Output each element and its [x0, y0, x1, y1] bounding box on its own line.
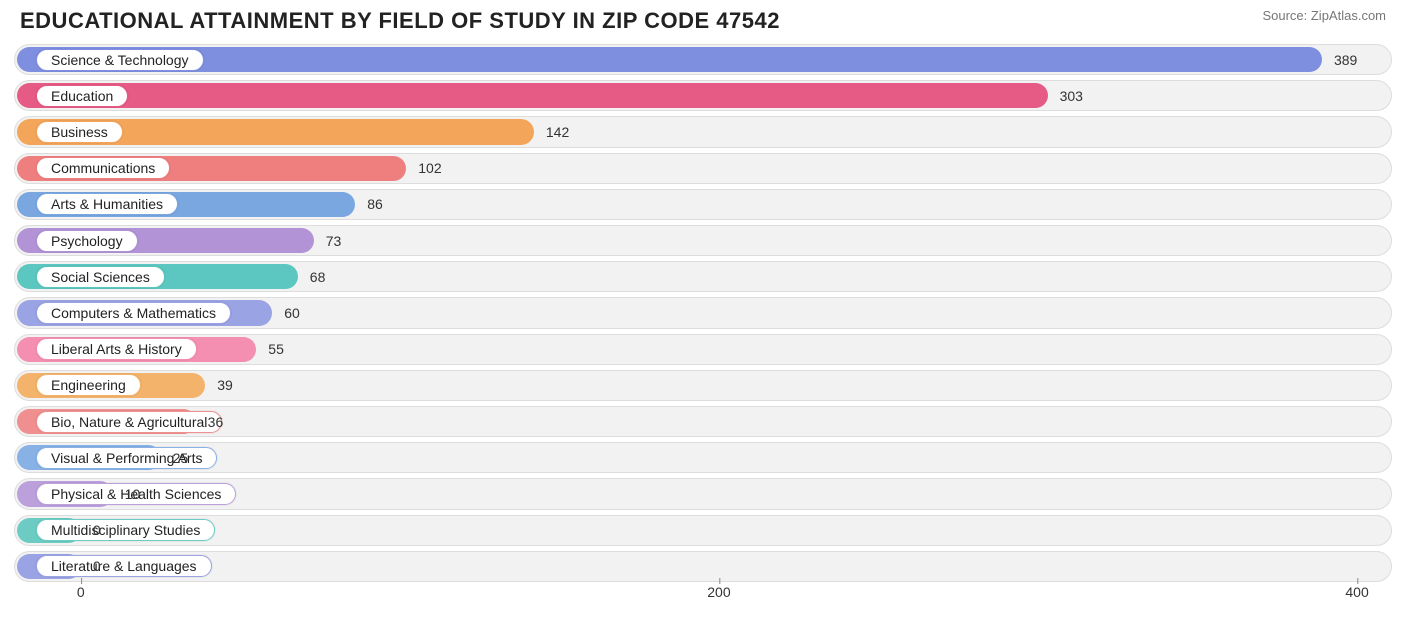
bar-label: Bio, Nature & Agricultural: [36, 411, 222, 433]
chart-title: EDUCATIONAL ATTAINMENT BY FIELD OF STUDY…: [20, 8, 780, 34]
bar-row: Psychology 73: [14, 225, 1392, 256]
bar-row: Social Sciences 68: [14, 261, 1392, 292]
bar-label: Liberal Arts & History: [36, 338, 197, 360]
bar-value: 73: [326, 233, 342, 249]
bar-row: Literature & Languages0: [14, 551, 1392, 582]
bar-row: Physical & Health Sciences10: [14, 478, 1392, 509]
bar-value: 25: [173, 450, 189, 466]
x-tick-line: [81, 578, 82, 584]
bar-label: Visual & Performing Arts: [36, 447, 217, 469]
bar-label: Engineering: [36, 374, 141, 396]
bar-track: [14, 442, 1392, 473]
bar-row: Science & Technology 389: [14, 44, 1392, 75]
bar-row: Engineering 39: [14, 370, 1392, 401]
bar-row: Visual & Performing Arts25: [14, 442, 1392, 473]
x-tick-line: [719, 578, 720, 584]
bar-label: Science & Technology: [36, 49, 204, 71]
x-tick-label: 200: [707, 584, 730, 600]
bar-track: [14, 515, 1392, 546]
bar-value: 10: [125, 486, 141, 502]
bar-label: Arts & Humanities: [36, 193, 178, 215]
bar-value: 86: [367, 196, 383, 212]
bar-label: Business: [36, 121, 123, 143]
bar-row: Liberal Arts & History 55: [14, 334, 1392, 365]
bar-fill: [17, 83, 1048, 108]
x-axis: 0 200 400: [14, 584, 1392, 624]
bar-value: 36: [208, 414, 224, 430]
bar-value: 55: [268, 341, 284, 357]
bar-value: 102: [418, 160, 441, 176]
chart-container: EDUCATIONAL ATTAINMENT BY FIELD OF STUDY…: [0, 0, 1406, 632]
bar-value: 0: [93, 558, 101, 574]
bar-label: Literature & Languages: [36, 555, 212, 577]
x-tick-line: [1357, 578, 1358, 584]
bar-row: Bio, Nature & Agricultural36: [14, 406, 1392, 437]
x-tick: 200: [707, 584, 730, 600]
bar-label: Communications: [36, 157, 170, 179]
bar-fill: [17, 47, 1322, 72]
bar-value: 142: [546, 124, 569, 140]
chart-header: EDUCATIONAL ATTAINMENT BY FIELD OF STUDY…: [0, 0, 1406, 38]
bar-label: Computers & Mathematics: [36, 302, 231, 324]
bar-label: Social Sciences: [36, 266, 165, 288]
chart-source: Source: ZipAtlas.com: [1262, 8, 1386, 23]
bar-track: [14, 551, 1392, 582]
bar-row: Arts & Humanities 86: [14, 189, 1392, 220]
bar-row: Communications 102: [14, 153, 1392, 184]
bar-value: 303: [1060, 88, 1083, 104]
bar-row: Multidisciplinary Studies0: [14, 515, 1392, 546]
bar-value: 389: [1334, 52, 1357, 68]
bar-value: 0: [93, 522, 101, 538]
x-tick-label: 0: [77, 584, 85, 600]
x-tick: 400: [1345, 584, 1368, 600]
bar-value: 60: [284, 305, 300, 321]
bar-value: 39: [217, 377, 233, 393]
bar-row: Computers & Mathematics 60: [14, 297, 1392, 328]
x-tick: 0: [77, 584, 85, 600]
bar-row: Education 303: [14, 80, 1392, 111]
bar-label: Psychology: [36, 230, 138, 252]
bar-row: Business 142: [14, 116, 1392, 147]
bar-value: 68: [310, 269, 326, 285]
bar-label: Education: [36, 85, 128, 107]
x-tick-label: 400: [1345, 584, 1368, 600]
chart-rows: Science & Technology 389 Education 303 Busin…: [14, 44, 1392, 582]
bar-label: Multidisciplinary Studies: [36, 519, 215, 541]
